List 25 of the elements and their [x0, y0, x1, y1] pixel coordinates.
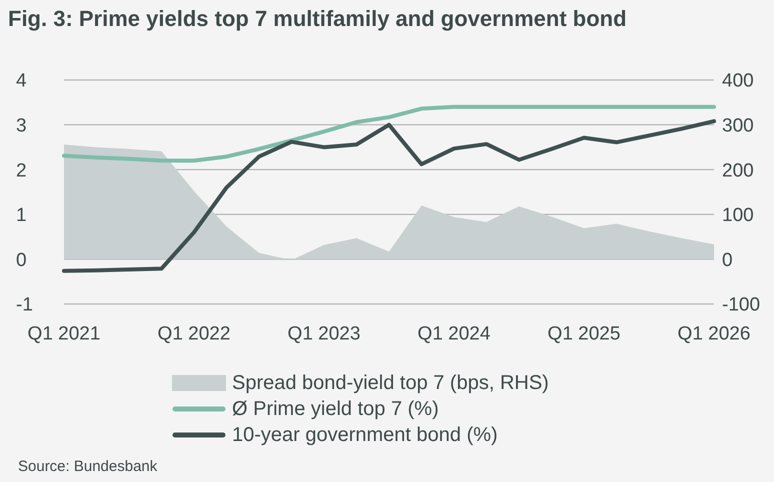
y-tick-label: 4 [16, 70, 27, 92]
line-series [62, 119, 716, 273]
x-tick-label: Q1 2026 [678, 323, 750, 344]
y-tick-label: 1 [16, 205, 27, 226]
y-tick-label: 0 [16, 250, 27, 271]
chart-title: Fig. 3: Prime yields top 7 multifamily and government bond [8, 6, 627, 32]
y2-tick-label: 200 [722, 160, 754, 182]
source-note: Source: Bundesbank [18, 458, 158, 475]
x-tick-label: Q1 2021 [28, 323, 100, 344]
x-tick-label: Q1 2023 [288, 323, 360, 344]
x-tick-label: Q1 2024 [418, 323, 491, 344]
y2-tick-label: 0 [722, 250, 733, 271]
line-series [62, 104, 716, 163]
y2-tick-label: -100 [722, 294, 760, 316]
y2-tick-label: 400 [722, 70, 754, 92]
x-tick-label: Q1 2025 [548, 323, 620, 344]
y-tick-label: 3 [16, 116, 27, 137]
x-tick-label: Q1 2022 [158, 323, 230, 344]
legend-label: 10-year government bond (%) [232, 424, 498, 446]
legend-label: Ø Prime yield top 7 (%) [232, 398, 439, 420]
y-tick-label: -1 [16, 294, 33, 316]
y2-tick-label: 100 [722, 205, 754, 226]
legend-label: Spread bond-yield top 7 (bps, RHS) [232, 372, 549, 394]
y-tick-label: 2 [16, 160, 27, 182]
y2-tick-label: 300 [722, 116, 754, 137]
